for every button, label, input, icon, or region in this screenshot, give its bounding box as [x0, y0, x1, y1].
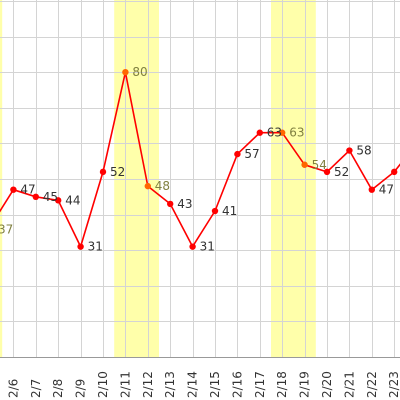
- x-tick-label-2/20: 2/20: [320, 371, 334, 398]
- x-tick-label-2/18: 2/18: [275, 371, 289, 398]
- data-label-2/8: 44: [65, 193, 80, 207]
- data-series: [0, 69, 400, 250]
- x-tick-label-2/11: 2/11: [118, 371, 132, 398]
- x-tick-label-2/16: 2/16: [230, 371, 244, 398]
- x-tick-label-2/6: 2/6: [6, 379, 20, 398]
- data-label-2/10: 52: [110, 165, 125, 179]
- data-label-2/14: 31: [200, 240, 215, 254]
- highlight-bands: [0, 0, 316, 357]
- data-point-2/22: [368, 186, 375, 193]
- x-tick-label-2/12: 2/12: [141, 371, 155, 398]
- highlight-band-2: [114, 0, 159, 357]
- data-label-2/9: 31: [88, 240, 103, 254]
- x-axis: 2/52/62/72/82/92/102/112/122/132/142/152…: [6, 371, 400, 398]
- data-label-2/6: 47: [20, 183, 35, 197]
- data-point-2/13: [167, 200, 174, 208]
- data-label-2/11: 80: [132, 65, 147, 79]
- x-tick-label-2/15: 2/15: [208, 371, 222, 398]
- data-label-2/15: 41: [222, 204, 237, 218]
- data-point-2/21: [346, 147, 353, 154]
- data-point-2/11: [122, 69, 129, 76]
- x-tick-label-2/10: 2/10: [96, 371, 110, 398]
- data-point-2/19: [301, 161, 308, 168]
- data-labels: 37 47 45 44 31 52 80 48 43 31 41 57 63 63 54 52 58 47: [0, 65, 394, 253]
- x-tick-label-2/17: 2/17: [253, 371, 267, 398]
- data-point-2/7: [32, 193, 39, 200]
- data-point-2/12: [144, 182, 151, 190]
- x-tick-label-2/9: 2/9: [74, 379, 88, 398]
- data-label-2/13: 43: [177, 197, 192, 211]
- data-label-2/20: 52: [334, 165, 349, 179]
- x-tick-label-2/13: 2/13: [163, 371, 177, 398]
- x-tick-label-2/19: 2/19: [298, 371, 312, 398]
- data-point-2/9: [77, 243, 84, 250]
- x-tick-label-2/23: 2/23: [387, 371, 400, 398]
- data-label-2/5: 37: [0, 222, 13, 236]
- data-label-2/19: 54: [312, 158, 327, 172]
- data-point-2/17: [256, 129, 263, 136]
- data-point-2/8: [55, 197, 62, 204]
- highlight-band-3: [271, 0, 316, 357]
- highlight-band-1: [0, 0, 3, 357]
- data-label-2/21: 58: [356, 144, 371, 158]
- series-line: [0, 71, 400, 248]
- data-point-2/23: [391, 168, 398, 176]
- data-point-2/20: [323, 168, 331, 176]
- x-tick-label-2/22: 2/22: [365, 371, 379, 398]
- data-label-2/22: 47: [379, 183, 394, 197]
- data-label-2/7: 45: [43, 190, 58, 204]
- data-point-2/15: [211, 207, 219, 215]
- data-point-2/10: [99, 168, 107, 176]
- data-label-2/16: 57: [244, 147, 259, 161]
- data-point-2/16: [234, 150, 241, 158]
- data-label-2/18: 63: [289, 126, 304, 140]
- x-tick-label-2/7: 2/7: [29, 379, 43, 398]
- data-label-2/12: 48: [155, 179, 170, 193]
- x-tick-label-2/14: 2/14: [186, 371, 200, 398]
- data-point-2/6: [10, 186, 17, 193]
- data-point-2/18: [279, 129, 286, 136]
- x-tick-label-2/21: 2/21: [342, 371, 356, 398]
- grid-lines: [0, 0, 400, 358]
- data-label-2/17: 63: [267, 126, 282, 140]
- data-point-2/14: [189, 243, 196, 250]
- x-tick-label-2/8: 2/8: [51, 379, 65, 398]
